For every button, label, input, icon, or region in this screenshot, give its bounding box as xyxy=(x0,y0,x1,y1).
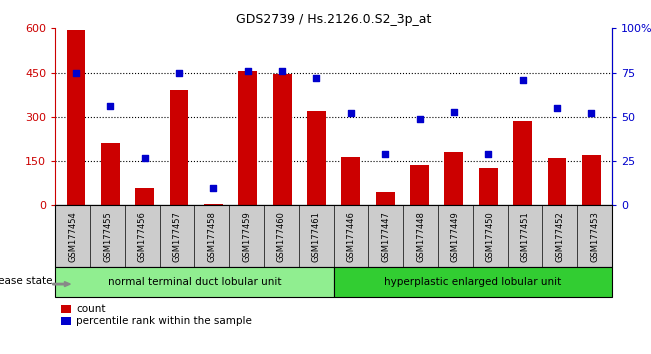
Text: GSM177451: GSM177451 xyxy=(520,211,529,262)
Point xyxy=(105,103,115,109)
Text: GSM177457: GSM177457 xyxy=(173,211,182,262)
Point xyxy=(552,105,562,111)
Point xyxy=(414,116,424,121)
Bar xyxy=(307,111,326,205)
Text: GSM177447: GSM177447 xyxy=(381,211,391,262)
Bar xyxy=(169,90,189,205)
Point xyxy=(71,70,81,75)
Point xyxy=(586,110,596,116)
Bar xyxy=(204,204,223,205)
Bar xyxy=(135,188,154,205)
Point xyxy=(380,151,391,157)
Bar xyxy=(273,74,292,205)
Text: GSM177453: GSM177453 xyxy=(590,211,599,262)
Point xyxy=(449,109,459,114)
Point xyxy=(174,70,184,75)
Point xyxy=(518,77,528,82)
Text: normal terminal duct lobular unit: normal terminal duct lobular unit xyxy=(107,277,281,287)
Point xyxy=(139,155,150,160)
Text: GSM177450: GSM177450 xyxy=(486,211,495,262)
Title: GDS2739 / Hs.2126.0.S2_3p_at: GDS2739 / Hs.2126.0.S2_3p_at xyxy=(236,13,432,26)
Bar xyxy=(513,121,532,205)
Bar xyxy=(66,30,85,205)
Legend: count, percentile rank within the sample: count, percentile rank within the sample xyxy=(61,304,252,326)
Point xyxy=(346,110,356,116)
Text: GSM177460: GSM177460 xyxy=(277,211,286,262)
Text: GSM177452: GSM177452 xyxy=(555,211,564,262)
Point xyxy=(483,151,493,157)
Point xyxy=(311,75,322,81)
Bar xyxy=(582,155,601,205)
Text: GSM177448: GSM177448 xyxy=(416,211,425,262)
Text: GSM177454: GSM177454 xyxy=(68,211,77,262)
Bar xyxy=(478,169,498,205)
Bar xyxy=(445,152,464,205)
Text: GSM177446: GSM177446 xyxy=(346,211,355,262)
Bar xyxy=(547,158,566,205)
Text: GSM177458: GSM177458 xyxy=(208,211,216,262)
Text: GSM177455: GSM177455 xyxy=(103,211,112,262)
Bar xyxy=(410,166,429,205)
Point xyxy=(208,185,219,190)
Bar xyxy=(376,192,395,205)
Text: GSM177456: GSM177456 xyxy=(138,211,147,262)
Bar xyxy=(101,143,120,205)
Point xyxy=(277,68,287,74)
Bar xyxy=(341,156,360,205)
Text: disease state: disease state xyxy=(0,275,52,286)
Text: GSM177459: GSM177459 xyxy=(242,211,251,262)
Point xyxy=(243,68,253,74)
Text: GSM177449: GSM177449 xyxy=(451,211,460,262)
Text: GSM177461: GSM177461 xyxy=(312,211,321,262)
Text: hyperplastic enlarged lobular unit: hyperplastic enlarged lobular unit xyxy=(384,277,561,287)
Bar xyxy=(238,71,257,205)
